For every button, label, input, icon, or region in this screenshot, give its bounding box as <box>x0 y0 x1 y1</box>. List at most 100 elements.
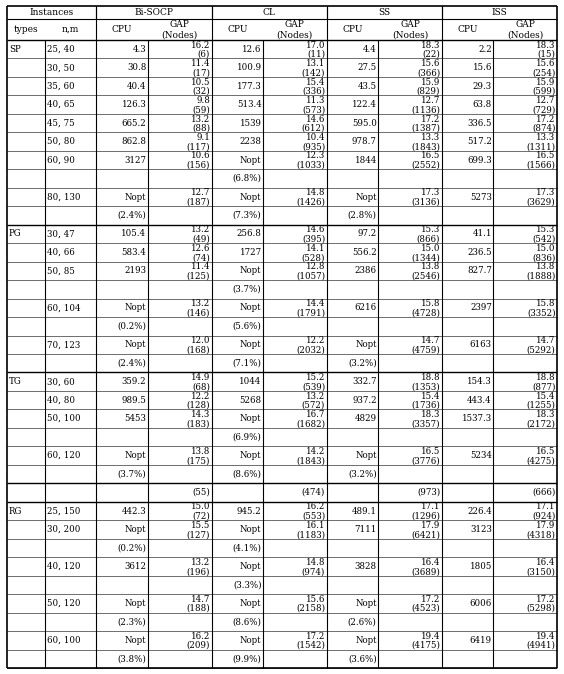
Text: (6.8%): (6.8%) <box>232 174 262 183</box>
Text: 15.6: 15.6 <box>306 594 325 604</box>
Text: (974): (974) <box>302 567 325 576</box>
Text: (196): (196) <box>187 567 210 576</box>
Text: (866): (866) <box>417 235 440 243</box>
Text: GAP
(Nodes): GAP (Nodes) <box>277 20 313 39</box>
Text: 15.2: 15.2 <box>306 373 325 382</box>
Text: 16.2: 16.2 <box>191 632 210 641</box>
Text: (4175): (4175) <box>411 641 440 650</box>
Text: 60, 120: 60, 120 <box>47 451 81 460</box>
Text: 25, 40: 25, 40 <box>47 44 74 54</box>
Text: 15.9: 15.9 <box>421 78 440 87</box>
Text: 18.3: 18.3 <box>421 410 440 419</box>
Text: 15.3: 15.3 <box>421 225 440 235</box>
Text: (3.2%): (3.2%) <box>348 470 377 479</box>
Text: CPU: CPU <box>112 25 133 34</box>
Text: 15.6: 15.6 <box>536 59 556 68</box>
Text: (6.9%): (6.9%) <box>233 433 262 441</box>
Text: 6216: 6216 <box>355 303 377 312</box>
Text: 17.2: 17.2 <box>421 115 440 123</box>
Text: 70, 123: 70, 123 <box>47 340 80 349</box>
Text: 3127: 3127 <box>125 156 147 164</box>
Text: 583.4: 583.4 <box>122 248 147 257</box>
Text: 14.8: 14.8 <box>306 558 325 567</box>
Text: 30, 60: 30, 60 <box>47 377 74 386</box>
Text: (187): (187) <box>187 197 210 207</box>
Text: 29.3: 29.3 <box>473 82 492 91</box>
Text: 80, 130: 80, 130 <box>47 193 81 202</box>
Text: (209): (209) <box>187 641 210 650</box>
Text: (573): (573) <box>302 105 325 115</box>
Text: GAP
(Nodes): GAP (Nodes) <box>507 20 543 39</box>
Text: Nopt: Nopt <box>125 636 147 645</box>
Text: 3828: 3828 <box>355 562 377 571</box>
Text: 50, 80: 50, 80 <box>47 137 75 146</box>
Text: Nopt: Nopt <box>240 340 262 349</box>
Text: Bi-SOCP: Bi-SOCP <box>134 8 174 17</box>
Text: 18.3: 18.3 <box>421 40 440 50</box>
Text: 15.6: 15.6 <box>473 63 492 72</box>
Text: (183): (183) <box>187 419 210 428</box>
Text: 63.8: 63.8 <box>473 100 492 109</box>
Text: 2.2: 2.2 <box>478 44 492 54</box>
Text: (5292): (5292) <box>527 346 556 355</box>
Text: 16.4: 16.4 <box>421 558 440 567</box>
Text: 945.2: 945.2 <box>237 506 262 516</box>
Text: 3123: 3123 <box>470 525 492 534</box>
Text: 16.7: 16.7 <box>306 410 325 419</box>
Text: (2552): (2552) <box>412 160 440 170</box>
Text: Nopt: Nopt <box>240 414 262 423</box>
Text: 35, 60: 35, 60 <box>47 82 74 91</box>
Text: 359.2: 359.2 <box>122 377 147 386</box>
Text: 2386: 2386 <box>355 266 377 276</box>
Text: 27.5: 27.5 <box>358 63 377 72</box>
Text: (2.4%): (2.4%) <box>117 211 147 220</box>
Text: 14.2: 14.2 <box>306 447 325 456</box>
Text: 154.3: 154.3 <box>467 377 492 386</box>
Text: Nopt: Nopt <box>240 266 262 276</box>
Text: 12.7: 12.7 <box>536 96 556 105</box>
Text: (0.2%): (0.2%) <box>117 543 147 553</box>
Text: 100.9: 100.9 <box>236 63 262 72</box>
Text: 1805: 1805 <box>469 562 492 571</box>
Text: (877): (877) <box>532 382 556 392</box>
Text: 60, 104: 60, 104 <box>47 303 81 312</box>
Text: ISS: ISS <box>492 8 507 17</box>
Text: 12.2: 12.2 <box>306 336 325 345</box>
Text: 15.9: 15.9 <box>536 78 556 87</box>
Text: 17.1: 17.1 <box>536 502 556 512</box>
Text: (1426): (1426) <box>296 197 325 207</box>
Text: 1539: 1539 <box>240 119 262 127</box>
Text: (0.2%): (0.2%) <box>117 321 147 331</box>
Text: (9.9%): (9.9%) <box>233 654 262 663</box>
Text: (395): (395) <box>302 235 325 243</box>
Text: Nopt: Nopt <box>355 636 377 645</box>
Text: (4318): (4318) <box>527 530 556 539</box>
Text: (1183): (1183) <box>296 530 325 539</box>
Text: 41.1: 41.1 <box>472 229 492 239</box>
Text: (4759): (4759) <box>412 346 440 355</box>
Text: (68): (68) <box>192 382 210 392</box>
Text: (15): (15) <box>537 50 556 59</box>
Text: 10.4: 10.4 <box>306 133 325 142</box>
Text: 50, 85: 50, 85 <box>47 266 75 276</box>
Text: 14.9: 14.9 <box>191 373 210 382</box>
Text: 30, 50: 30, 50 <box>47 63 74 72</box>
Text: 989.5: 989.5 <box>121 396 147 404</box>
Text: 13.1: 13.1 <box>306 59 325 68</box>
Text: (3150): (3150) <box>527 567 556 576</box>
Text: 15.6: 15.6 <box>421 59 440 68</box>
Text: 14.7: 14.7 <box>536 336 556 345</box>
Text: 60, 100: 60, 100 <box>47 636 81 645</box>
Text: 10.6: 10.6 <box>191 152 210 160</box>
Text: Instances: Instances <box>29 8 74 17</box>
Text: (2172): (2172) <box>527 419 556 428</box>
Text: (1255): (1255) <box>527 401 556 410</box>
Text: (935): (935) <box>302 142 325 151</box>
Text: 16.1: 16.1 <box>306 521 325 530</box>
Text: 15.0: 15.0 <box>421 244 440 253</box>
Text: (1566): (1566) <box>527 160 556 170</box>
Text: (1736): (1736) <box>412 401 440 410</box>
Text: 13.3: 13.3 <box>536 133 556 142</box>
Text: Nopt: Nopt <box>125 451 147 460</box>
Text: (2.6%): (2.6%) <box>348 617 377 626</box>
